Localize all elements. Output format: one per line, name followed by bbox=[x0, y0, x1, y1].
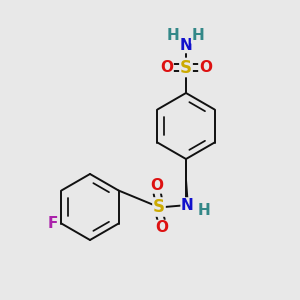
Text: H: H bbox=[192, 28, 204, 43]
Text: O: O bbox=[155, 220, 169, 236]
Text: O: O bbox=[150, 178, 163, 193]
Text: S: S bbox=[180, 58, 192, 76]
Text: H: H bbox=[198, 203, 210, 218]
Text: F: F bbox=[47, 216, 58, 231]
Text: O: O bbox=[199, 60, 212, 75]
Text: O: O bbox=[160, 60, 173, 75]
Text: N: N bbox=[180, 38, 192, 52]
Text: H: H bbox=[167, 28, 180, 43]
Text: N: N bbox=[181, 198, 194, 213]
Text: S: S bbox=[153, 198, 165, 216]
